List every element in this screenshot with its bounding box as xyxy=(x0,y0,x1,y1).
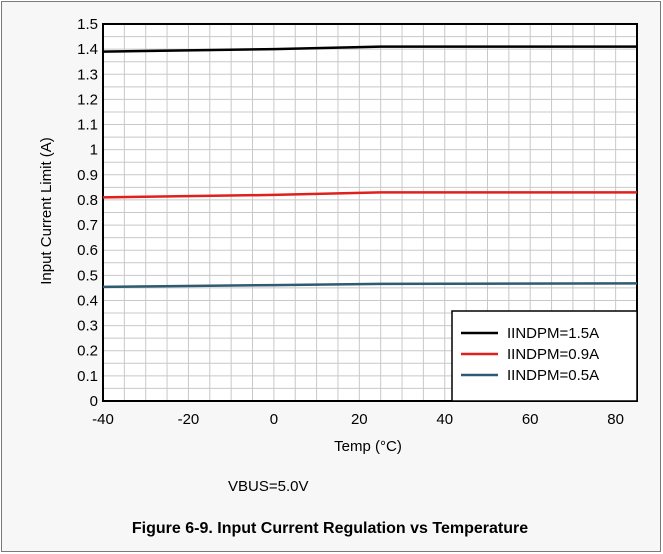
y-tick-label: 0.7 xyxy=(77,217,98,234)
y-tick-label: 1.2 xyxy=(77,91,98,108)
x-tick-label: 60 xyxy=(522,411,539,428)
x-tick-label: -40 xyxy=(92,411,114,428)
series-line xyxy=(102,191,637,199)
y-tick-label: 1.3 xyxy=(77,66,98,83)
x-tick-label: 40 xyxy=(436,411,453,428)
y-tick-label: 1 xyxy=(90,142,98,159)
figure-caption: Figure 6-9. Input Current Regulation vs … xyxy=(132,520,528,537)
grid xyxy=(102,23,638,402)
y-tick-label: 0.9 xyxy=(77,167,98,184)
y-axis-title: Input Current Limit (A) xyxy=(38,137,55,285)
y-tick-label: 0.3 xyxy=(77,318,98,335)
legend-label: IINDPM=0.9A xyxy=(507,346,599,363)
y-tick-label: 0 xyxy=(90,393,98,410)
x-tick-label: 0 xyxy=(270,411,278,428)
legend-label: IINDPM=0.5A xyxy=(507,367,599,384)
legend-box xyxy=(451,310,638,402)
y-tick-label: 1.1 xyxy=(77,117,98,134)
y-tick-label: 1.4 xyxy=(77,41,98,58)
x-tick-label: 80 xyxy=(607,411,624,428)
x-tick-labels: -40 -20 0 20 40 60 80 xyxy=(92,411,624,428)
y-tick-label: 1.5 xyxy=(77,16,98,33)
y-tick-label: 0.8 xyxy=(77,192,98,209)
x-tick-label: -20 xyxy=(178,411,200,428)
y-tick-labels: 0 0.1 0.2 0.3 0.4 0.5 0.6 0.7 0.8 0.9 1 1.1 1.2 1.3 1.… xyxy=(77,16,98,410)
condition-note: VBUS=5.0V xyxy=(228,478,308,495)
legend: IINDPM=1.5A IINDPM=0.9A IINDPM=0.5A xyxy=(451,310,638,402)
y-tick-label: 0.2 xyxy=(77,343,98,360)
legend-label: IINDPM=1.5A xyxy=(507,325,599,342)
y-tick-label: 0.4 xyxy=(77,292,98,309)
x-axis-title: Temp (°C) xyxy=(334,438,402,455)
series-line xyxy=(102,45,637,53)
series-line xyxy=(102,282,638,289)
series-layer xyxy=(102,45,638,289)
y-tick-label: 0.5 xyxy=(77,267,98,284)
x-tick-label: 20 xyxy=(351,411,368,428)
plot-area-border xyxy=(102,23,638,402)
y-tick-label: 0.1 xyxy=(77,368,98,385)
y-tick-label: 0.6 xyxy=(77,242,98,259)
